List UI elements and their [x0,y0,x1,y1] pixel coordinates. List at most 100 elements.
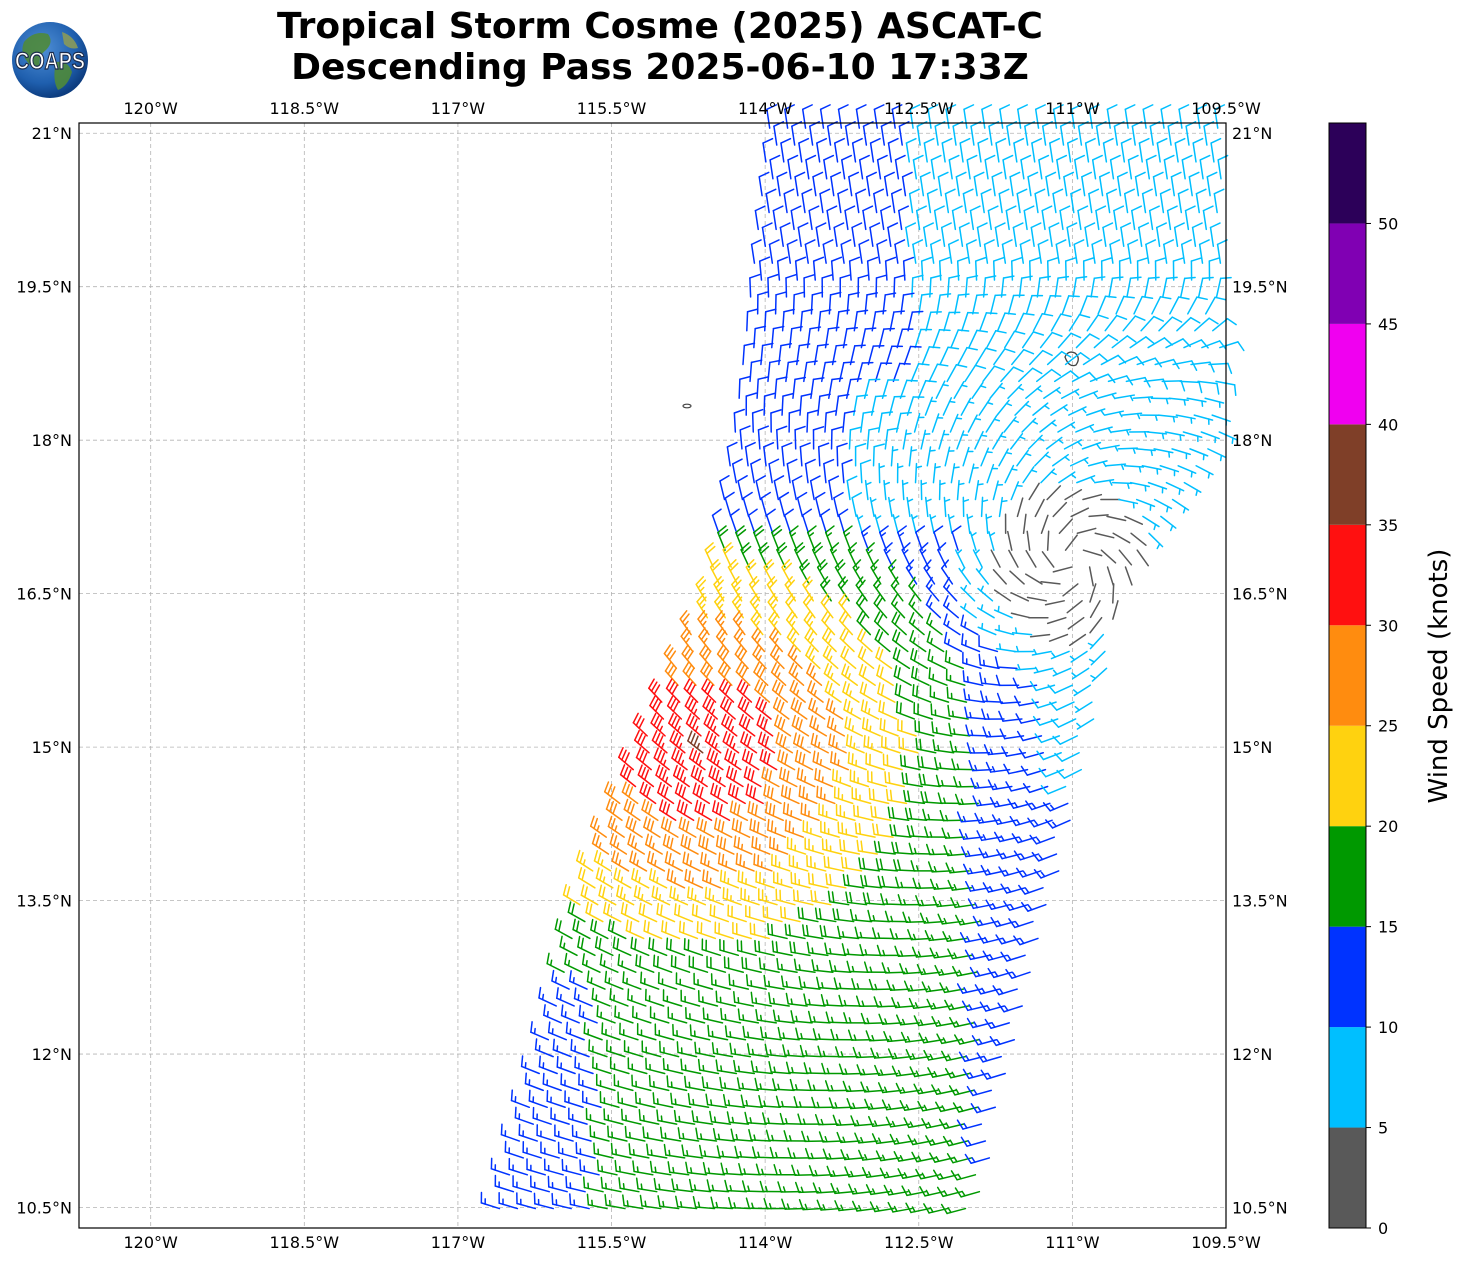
lat-tick-label: 18°N [32,431,72,450]
wind-barb [1066,600,1083,614]
wind-barb [640,971,660,990]
wind-barb [1038,154,1050,180]
lat-tick-label: 21°N [32,124,72,143]
wind-barb [1152,171,1164,197]
wind-barb [649,1006,670,1024]
wind-barb [932,462,941,484]
wind-barb [733,835,753,855]
wind-barb [901,479,909,501]
wind-barb [714,921,735,940]
wind-barb [671,1178,694,1193]
wind-barb [589,1125,610,1142]
wind-barb [929,685,950,703]
wind-barb [905,1049,931,1061]
wind-barb [772,205,784,231]
wind-barb [754,205,766,231]
wind-barb [741,748,760,771]
wind-barb [1067,616,1085,630]
wind-barb [1180,239,1192,264]
wind-barb [962,188,974,214]
wind-barb [529,1175,551,1193]
wind-barb [1011,627,1033,636]
wind-barb [1106,566,1115,586]
wind-barb [1004,464,1018,484]
wind-barb [944,188,956,214]
wind-barb [892,514,900,535]
wind-barb [790,871,811,889]
wind-barb [717,525,729,551]
wind-barb [862,205,874,231]
wind-barb [1006,530,1013,551]
wind-barb [893,859,917,872]
wind-barb [791,714,810,737]
lat-tick-label: 18°N [1232,431,1272,450]
wind-barb [769,1146,793,1159]
wind-barb [943,577,958,602]
wind-barb [1049,701,1075,711]
wind-barb [961,633,981,653]
wind-barb [568,970,588,990]
wind-barb [578,1004,598,1024]
wind-barb [623,1039,644,1058]
wind-barb [729,800,749,822]
wind-barb [1040,468,1057,484]
wind-barb [624,1125,646,1142]
wind-barb [929,878,955,890]
wind-barb [629,850,648,872]
wind-barb [1011,348,1035,366]
wind-barb [792,376,807,399]
wind-barb [822,645,839,670]
wind-barb [649,695,665,720]
wind-barb [670,954,691,973]
wind-barb [651,730,668,754]
wind-barb [572,918,591,940]
wind-barb [945,104,957,129]
wind-barb [653,1177,676,1193]
wind-barb [924,826,948,838]
wind-barb [1025,800,1051,811]
wind-barb [870,805,892,822]
wind-barb [724,748,742,771]
wind-barb [784,923,806,940]
wind-barb [840,645,857,670]
wind-barb [861,1166,887,1178]
wind-barb [1045,171,1057,197]
wind-barb [731,817,751,838]
wind-barb [672,1023,693,1041]
wind-barb [1088,566,1094,587]
wind-barb [748,1129,772,1142]
lon-tick-label: 111°W [1045,1233,1100,1252]
wind-barb [855,593,870,619]
wind-barb [1045,436,1064,450]
wind-barb [655,764,673,788]
wind-barb [1034,451,1051,467]
wind-barb [798,784,818,805]
wind-barb [785,360,800,383]
wind-barb [953,381,968,399]
wind-barb [1009,171,1021,197]
wind-barb [860,1081,885,1093]
wind-barb [970,777,995,789]
wind-barb [1120,222,1132,248]
wind-barb [654,1023,675,1041]
wind-barb [627,833,646,855]
wind-barb [958,828,984,840]
wind-barb [518,1123,539,1142]
wind-barb [621,781,639,805]
wind-barb [1206,171,1218,197]
wind-barb [861,717,881,737]
wind-barb [985,513,993,535]
wind-barb [1183,481,1202,496]
wind-barb [993,348,1016,366]
wind-barb [878,1013,903,1025]
wind-barb [599,953,619,973]
wind-barb [769,644,785,670]
wind-barb [1076,527,1097,535]
wind-barb [842,410,856,433]
wind-barb [858,663,876,686]
wind-barb [1020,901,1047,912]
wind-barb [804,837,825,855]
wind-barb [980,188,992,214]
wind-barb [926,630,945,653]
wind-barb [1108,276,1124,298]
